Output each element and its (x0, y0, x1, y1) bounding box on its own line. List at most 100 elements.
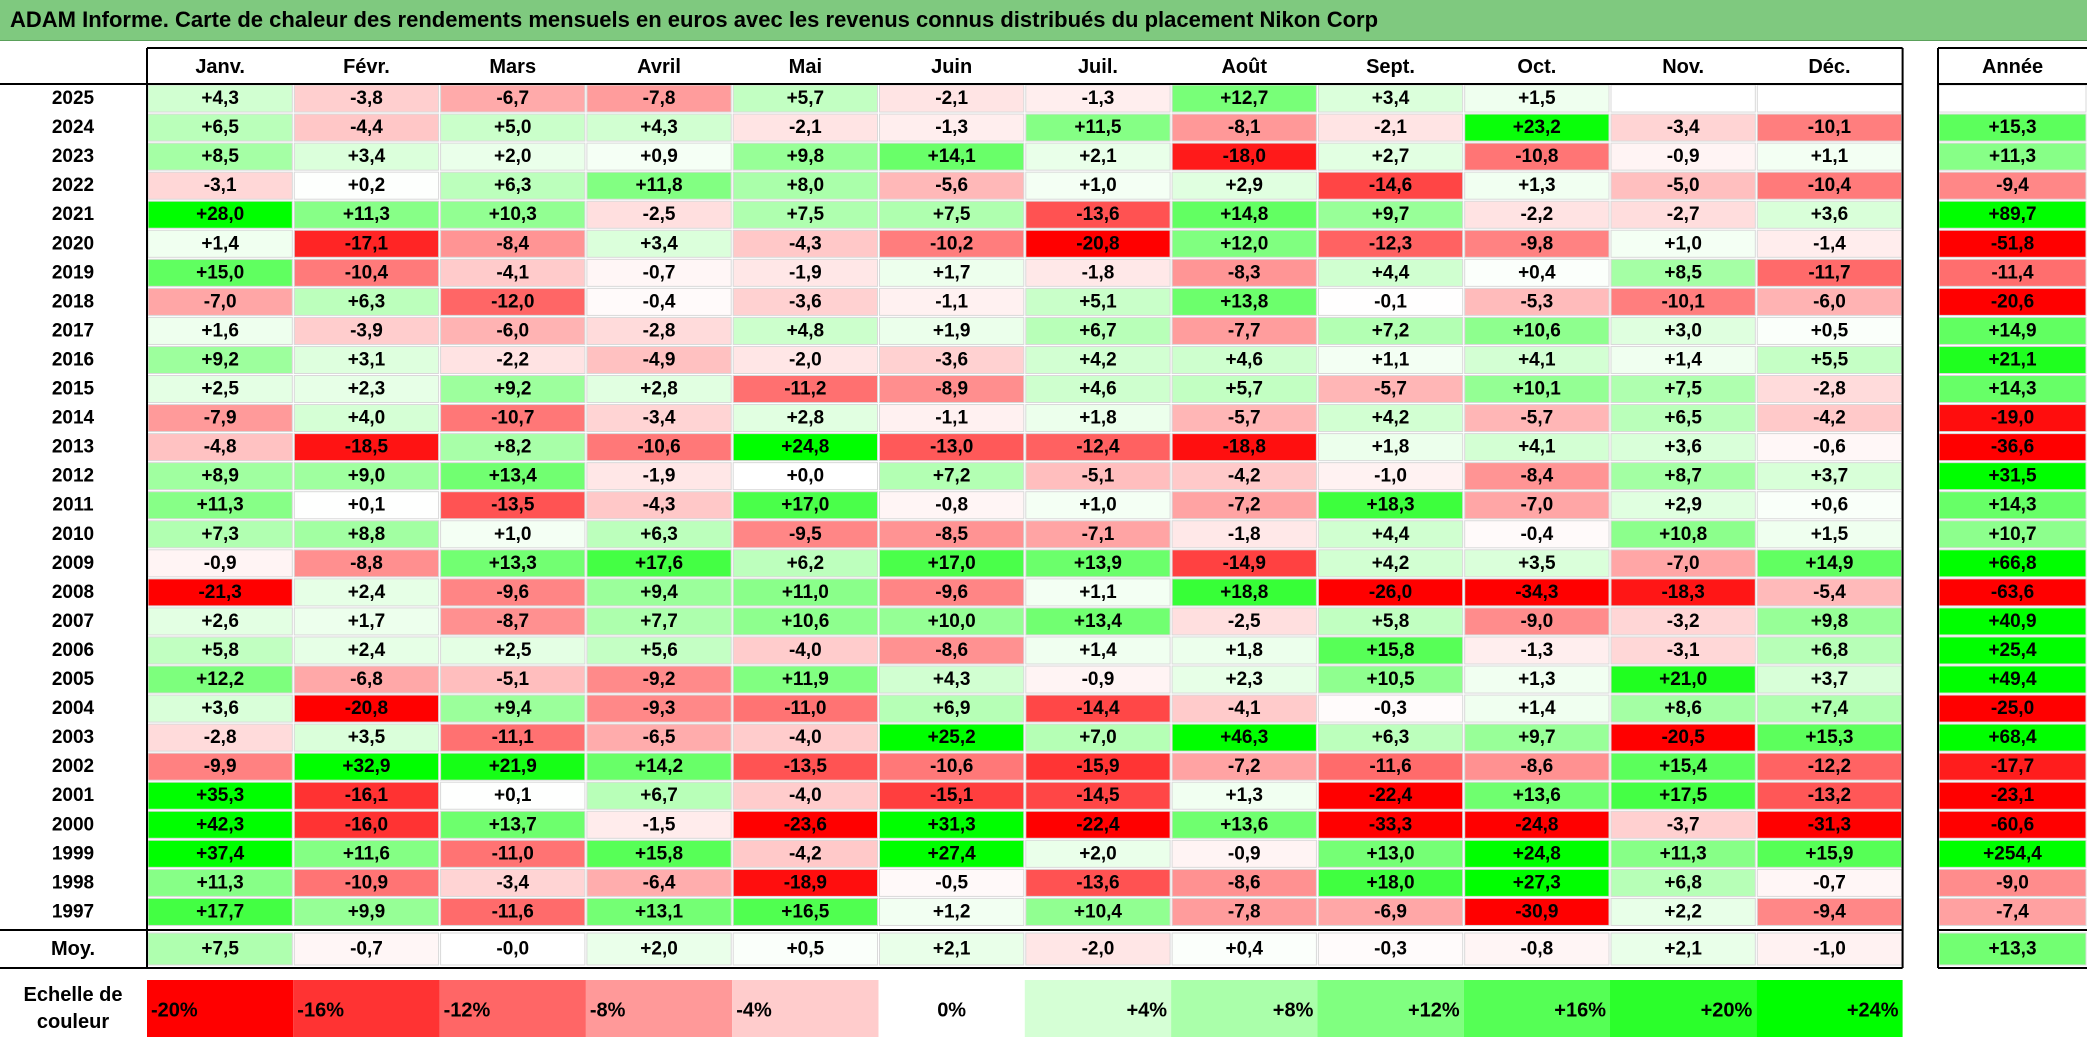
cell-value: -3,7 (1667, 814, 1700, 835)
cell-value: -8,7 (496, 611, 529, 632)
heatmap-cell (293, 752, 440, 781)
heatmap-cell (586, 491, 732, 520)
cell-value: +0,6 (1811, 495, 1849, 516)
cell-value: -7,9 (204, 408, 237, 429)
cell-value: -13,6 (1076, 872, 1119, 893)
annual-cell (1938, 433, 2087, 462)
cell-value: +3,4 (348, 146, 386, 167)
heatmap-cell (1025, 868, 1171, 897)
heatmap-cell (293, 200, 440, 229)
heatmap-cell (1317, 752, 1464, 781)
heatmap-cell (440, 897, 586, 926)
year-label: 2014 (52, 408, 95, 429)
cell-value: +4,3 (640, 117, 678, 138)
heatmap-cell (586, 404, 732, 433)
scale-label: -4% (736, 1000, 772, 1022)
heatmap-cell (879, 462, 1025, 491)
cell-value: +6,2 (787, 553, 825, 574)
heatmap-cell (1025, 636, 1171, 665)
month-header: Oct. (1517, 56, 1556, 78)
cell-value: +0,4 (1518, 262, 1556, 283)
cell-value: -11,2 (784, 379, 826, 400)
heatmap-cell (1756, 897, 1903, 926)
average-value: +2,1 (933, 939, 971, 960)
year-label: 2019 (52, 262, 94, 283)
cell-value: -2,2 (496, 349, 529, 370)
heatmap-cell (732, 200, 879, 229)
heatmap-cell (1171, 229, 1317, 258)
heatmap-cell (1317, 462, 1464, 491)
average-label: Moy. (51, 938, 95, 960)
cell-value: +5,8 (201, 640, 239, 661)
cell-value: -10,1 (1808, 117, 1852, 138)
scale-swatch (1317, 980, 1464, 1037)
heatmap-cell (1464, 868, 1610, 897)
average-cell (879, 932, 1025, 966)
heatmap-cell (1610, 636, 1756, 665)
cell-value: +1,2 (933, 901, 971, 922)
heatmap-cell (732, 229, 879, 258)
average-annual-cell (1938, 932, 2087, 966)
annual-value: +40,9 (1988, 611, 2036, 632)
cell-value: -10,8 (1515, 146, 1558, 167)
cell-value: +18,8 (1220, 582, 1268, 603)
cell-value: -31,3 (1808, 814, 1851, 835)
cell-value: +21,9 (489, 756, 537, 777)
annual-value: +14,3 (1988, 379, 2036, 400)
cell-value: +10,5 (1367, 669, 1416, 690)
heatmap-cell (1171, 868, 1317, 897)
average-cell (586, 932, 732, 966)
cell-value: +8,5 (1664, 262, 1702, 283)
cell-value: +8,0 (787, 175, 825, 196)
cell-value: -1,4 (1813, 233, 1846, 254)
heatmap-cell (440, 665, 586, 694)
cell-value: +1,0 (494, 524, 532, 545)
average-value: +0,5 (787, 939, 825, 960)
heatmap-cell (1317, 258, 1464, 287)
heatmap-cell (440, 375, 586, 404)
heatmap-cell (293, 433, 440, 462)
cell-value: -34,3 (1515, 582, 1558, 603)
heatmap-cell (1317, 636, 1464, 665)
cell-value: +6,5 (1664, 408, 1702, 429)
heatmap-cell (1171, 433, 1317, 462)
heatmap-cell (1464, 491, 1610, 520)
heatmap-cell (147, 200, 293, 229)
cell-value: -18,3 (1661, 582, 1704, 603)
annual-value: +68,4 (1988, 727, 2037, 748)
heatmap-cell (1025, 404, 1171, 433)
cell-value: +4,2 (1372, 408, 1410, 429)
cell-value: -0,4 (643, 291, 676, 312)
cell-value: -0,3 (1374, 698, 1407, 719)
annual-cell (1938, 839, 2087, 868)
heatmap-cell (1756, 258, 1903, 287)
cell-value: +1,8 (1372, 437, 1410, 458)
cell-value: +17,7 (196, 901, 244, 922)
heatmap-cell (1610, 897, 1756, 926)
heatmap-cell (1756, 752, 1903, 781)
cell-value: -5,3 (1520, 291, 1553, 312)
cell-value: +3,4 (640, 233, 678, 254)
heatmap-cell (1464, 810, 1610, 839)
cell-value: -0,6 (1813, 437, 1846, 458)
cell-value: -14,9 (1223, 553, 1266, 574)
heatmap-cell (1025, 345, 1171, 375)
heatmap-cell (732, 578, 879, 607)
cell-value: +10,3 (489, 204, 537, 225)
cell-value: +1,5 (1811, 524, 1849, 545)
annual-value: -17,7 (1991, 756, 2034, 777)
annual-cell (1938, 113, 2087, 142)
year-label: 2006 (52, 640, 94, 661)
heatmap-cell (147, 665, 293, 694)
cell-value: +11,6 (343, 843, 390, 864)
year-label: 2011 (52, 495, 94, 516)
heatmap-cell (1610, 810, 1756, 839)
cell-value: +1,4 (201, 233, 239, 254)
cell-value: +2,4 (348, 582, 386, 603)
year-label: 2025 (52, 88, 95, 109)
heatmap-cell (732, 462, 879, 491)
heatmap-cell (440, 868, 586, 897)
average-value: -1,0 (1813, 939, 1846, 960)
month-header: Nov. (1662, 56, 1704, 78)
heatmap-cell (586, 723, 732, 752)
